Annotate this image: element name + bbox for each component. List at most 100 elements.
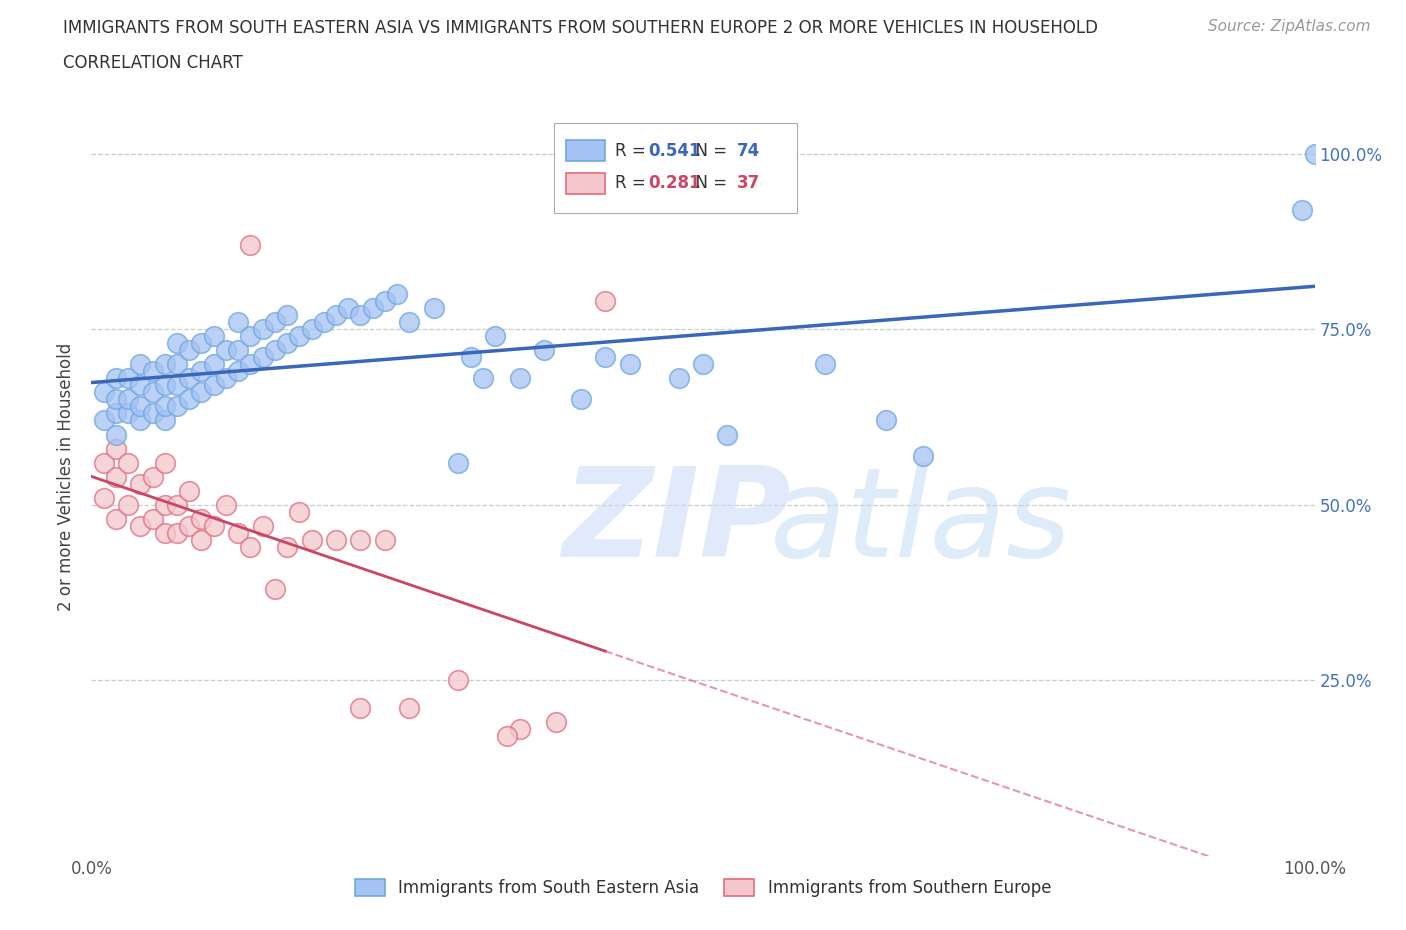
Point — [301, 532, 323, 547]
Point — [325, 532, 347, 547]
Point — [141, 406, 163, 421]
Point — [593, 294, 616, 309]
Point — [239, 357, 262, 372]
Point — [1291, 203, 1313, 218]
Text: IMMIGRANTS FROM SOUTH EASTERN ASIA VS IMMIGRANTS FROM SOUTHERN EUROPE 2 OR MORE : IMMIGRANTS FROM SOUTH EASTERN ASIA VS IM… — [63, 19, 1098, 36]
Point — [153, 525, 176, 540]
Point — [117, 371, 139, 386]
Point — [166, 399, 188, 414]
Point — [141, 364, 163, 379]
Point — [141, 385, 163, 400]
FancyBboxPatch shape — [554, 123, 797, 213]
Point — [398, 314, 420, 329]
Point — [93, 413, 115, 428]
Point — [153, 413, 176, 428]
Text: R =: R = — [614, 141, 651, 160]
Point — [276, 308, 298, 323]
FancyBboxPatch shape — [567, 140, 605, 161]
Point — [252, 518, 274, 533]
Point — [1303, 146, 1326, 161]
Point — [398, 701, 420, 716]
Point — [190, 532, 212, 547]
Point — [423, 300, 446, 315]
Point — [129, 476, 152, 491]
Point — [166, 525, 188, 540]
Point — [226, 364, 249, 379]
Text: 37: 37 — [737, 174, 761, 193]
Point — [471, 371, 494, 386]
Point — [117, 406, 139, 421]
Point — [117, 392, 139, 406]
Point — [179, 518, 201, 533]
Text: N =: N = — [685, 174, 733, 193]
Point — [202, 329, 225, 344]
Point — [141, 469, 163, 484]
Point — [325, 308, 347, 323]
Point — [190, 385, 212, 400]
Y-axis label: 2 or more Vehicles in Household: 2 or more Vehicles in Household — [58, 342, 76, 611]
Text: R =: R = — [614, 174, 651, 193]
Point — [202, 378, 225, 392]
Point — [179, 343, 201, 358]
Point — [252, 350, 274, 365]
Point — [226, 314, 249, 329]
Point — [166, 336, 188, 351]
Point — [349, 308, 371, 323]
Text: CORRELATION CHART: CORRELATION CHART — [63, 54, 243, 72]
Point — [569, 392, 592, 406]
Point — [129, 399, 152, 414]
Point — [104, 441, 127, 456]
Point — [153, 455, 176, 470]
Point — [349, 532, 371, 547]
Point — [104, 392, 127, 406]
Point — [533, 343, 555, 358]
Point — [716, 427, 738, 442]
Point — [190, 336, 212, 351]
Point — [349, 701, 371, 716]
Point — [619, 357, 641, 372]
Point — [153, 378, 176, 392]
Point — [129, 518, 152, 533]
Point — [447, 455, 470, 470]
Point — [117, 455, 139, 470]
Point — [93, 385, 115, 400]
Point — [215, 371, 238, 386]
Point — [252, 322, 274, 337]
Point — [153, 399, 176, 414]
Point — [385, 286, 409, 301]
Point — [129, 357, 152, 372]
Point — [215, 498, 238, 512]
Point — [593, 350, 616, 365]
Text: 0.281: 0.281 — [648, 174, 700, 193]
Point — [875, 413, 898, 428]
Point — [93, 490, 115, 505]
Point — [104, 427, 127, 442]
Point — [301, 322, 323, 337]
Point — [264, 314, 287, 329]
Text: Source: ZipAtlas.com: Source: ZipAtlas.com — [1208, 19, 1371, 33]
Text: ZIP: ZIP — [562, 461, 792, 582]
Point — [226, 343, 249, 358]
Point — [179, 371, 201, 386]
Point — [374, 294, 396, 309]
Point — [129, 413, 152, 428]
Point — [692, 357, 714, 372]
Text: 74: 74 — [737, 141, 761, 160]
Point — [374, 532, 396, 547]
Point — [264, 343, 287, 358]
Text: 0.541: 0.541 — [648, 141, 700, 160]
Point — [912, 448, 935, 463]
Legend: Immigrants from South Eastern Asia, Immigrants from Southern Europe: Immigrants from South Eastern Asia, Immi… — [349, 872, 1057, 904]
Point — [129, 378, 152, 392]
Point — [337, 300, 360, 315]
Point — [814, 357, 837, 372]
Point — [202, 518, 225, 533]
Point — [104, 512, 127, 526]
Point — [166, 378, 188, 392]
Point — [166, 357, 188, 372]
Point — [239, 329, 262, 344]
Text: atlas: atlas — [770, 461, 1073, 582]
Point — [509, 371, 531, 386]
Point — [361, 300, 384, 315]
Point — [668, 371, 690, 386]
